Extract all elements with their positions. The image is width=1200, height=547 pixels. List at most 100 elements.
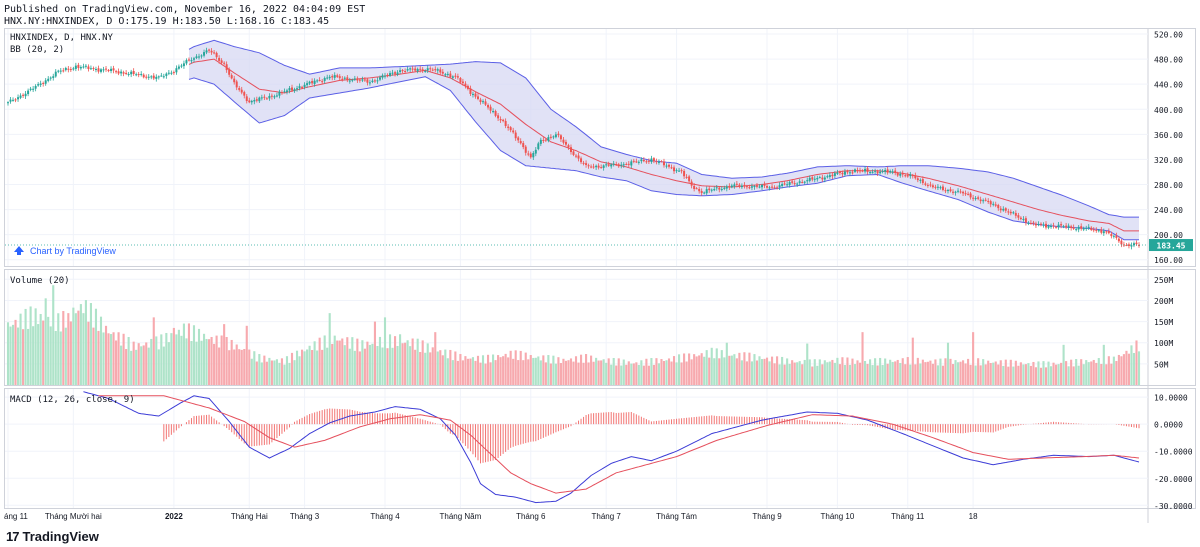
candle-body bbox=[944, 190, 947, 192]
candle-body bbox=[162, 76, 165, 78]
volume-bar bbox=[409, 346, 412, 385]
volume-bar bbox=[1057, 364, 1060, 385]
volume-bar bbox=[150, 338, 153, 385]
volume-bar bbox=[861, 332, 864, 385]
price-y-tick-label: 480.00 bbox=[1154, 56, 1183, 65]
candle-body bbox=[49, 77, 52, 79]
volume-bar bbox=[750, 361, 754, 385]
macd-pane[interactable] bbox=[4, 388, 1196, 509]
volume-bar bbox=[579, 354, 583, 385]
candle-body bbox=[1042, 224, 1045, 226]
candle-body bbox=[710, 189, 713, 191]
chart-canvas[interactable]: 160.00 200.00 240.00 280.00 320.00 360.00 400.… bbox=[4, 28, 1196, 523]
candle-body bbox=[957, 190, 960, 192]
candle-body bbox=[698, 188, 701, 192]
candle-body bbox=[876, 171, 879, 174]
volume-bar bbox=[675, 362, 678, 385]
volume-bar bbox=[665, 360, 668, 385]
volume-bar bbox=[434, 332, 437, 385]
volume-bar bbox=[331, 343, 334, 385]
volume-bar bbox=[223, 324, 226, 385]
volume-bar bbox=[29, 306, 32, 385]
candle-body bbox=[1060, 224, 1063, 226]
candle-body bbox=[275, 95, 278, 97]
volume-bar bbox=[1004, 359, 1007, 385]
volume-bar bbox=[62, 311, 65, 385]
volume-bar bbox=[725, 342, 728, 385]
volume-bar bbox=[9, 326, 12, 385]
price-y-tick-label: 280.00 bbox=[1154, 181, 1183, 190]
candle-body bbox=[391, 72, 394, 74]
candle-body bbox=[396, 72, 399, 75]
candle-body bbox=[924, 183, 927, 185]
candle-body bbox=[469, 88, 472, 94]
volume-bar bbox=[489, 362, 492, 385]
candle-body bbox=[1007, 211, 1010, 213]
candle-body bbox=[333, 75, 336, 78]
volume-bar bbox=[841, 357, 844, 385]
candle-body bbox=[1050, 226, 1053, 228]
candle-body bbox=[293, 89, 296, 92]
volume-bar bbox=[710, 347, 713, 385]
candle-body bbox=[625, 164, 628, 166]
volume-bar bbox=[690, 359, 693, 385]
candle-body bbox=[519, 141, 522, 144]
candle-body bbox=[750, 186, 753, 188]
candle-body bbox=[992, 203, 995, 205]
candle-body bbox=[1024, 218, 1027, 223]
candle-body bbox=[165, 73, 168, 76]
time-axis-label: Tháng Năm bbox=[440, 512, 482, 521]
candle-body bbox=[695, 188, 698, 190]
candle-body bbox=[311, 81, 314, 84]
candle-body bbox=[650, 158, 653, 162]
candle-body bbox=[1039, 223, 1042, 225]
volume-bar bbox=[615, 365, 618, 385]
volume-bar bbox=[788, 363, 791, 385]
bb-lower-line bbox=[188, 76, 1139, 241]
volume-y-tick-label: 250M bbox=[1154, 276, 1173, 285]
candle-body bbox=[1009, 211, 1012, 214]
volume-bar bbox=[311, 350, 314, 385]
chart-frame[interactable]: 160.00 200.00 240.00 280.00 320.00 360.00 400.… bbox=[4, 28, 1196, 523]
volume-y-tick-label: 150M bbox=[1154, 318, 1173, 327]
volume-bar bbox=[896, 359, 899, 385]
candle-body bbox=[783, 183, 786, 185]
volume-bar bbox=[356, 338, 359, 385]
volume-bar bbox=[102, 332, 105, 385]
candle-body bbox=[569, 147, 572, 153]
volume-bar bbox=[552, 355, 555, 385]
volume-bar bbox=[969, 364, 972, 385]
volume-bar bbox=[172, 327, 175, 385]
volume-bar bbox=[187, 323, 191, 385]
candle-body bbox=[1097, 230, 1100, 232]
volume-bar bbox=[67, 313, 70, 385]
candle-body bbox=[743, 184, 746, 186]
candle-body bbox=[318, 79, 321, 81]
volume-bar bbox=[1002, 365, 1005, 385]
volume-bar bbox=[431, 347, 434, 385]
volume-bar bbox=[567, 360, 570, 385]
volume-bar bbox=[514, 350, 517, 385]
volume-bar bbox=[657, 363, 661, 385]
candle-body bbox=[303, 84, 306, 87]
candle-body bbox=[607, 164, 610, 166]
candle-body bbox=[1105, 231, 1108, 233]
volume-bar bbox=[637, 364, 640, 385]
volume-bar bbox=[934, 359, 937, 385]
volume-bar bbox=[338, 340, 341, 385]
bb-band-fill bbox=[189, 40, 1139, 240]
candle-body bbox=[263, 96, 266, 98]
macd-y-tick-label: -20.0000 bbox=[1154, 475, 1193, 484]
volume-pane[interactable] bbox=[4, 269, 1196, 386]
candle-body bbox=[700, 191, 703, 194]
price-pane[interactable] bbox=[4, 28, 1196, 267]
candle-body bbox=[668, 164, 671, 167]
volume-bar bbox=[137, 343, 140, 385]
volume-bar bbox=[876, 365, 879, 385]
volume-bar bbox=[600, 360, 603, 385]
volume-bar bbox=[270, 360, 273, 385]
volume-bar bbox=[703, 356, 706, 385]
candle-body bbox=[982, 200, 985, 202]
volume-bar bbox=[19, 313, 22, 385]
candle-body bbox=[59, 70, 62, 72]
